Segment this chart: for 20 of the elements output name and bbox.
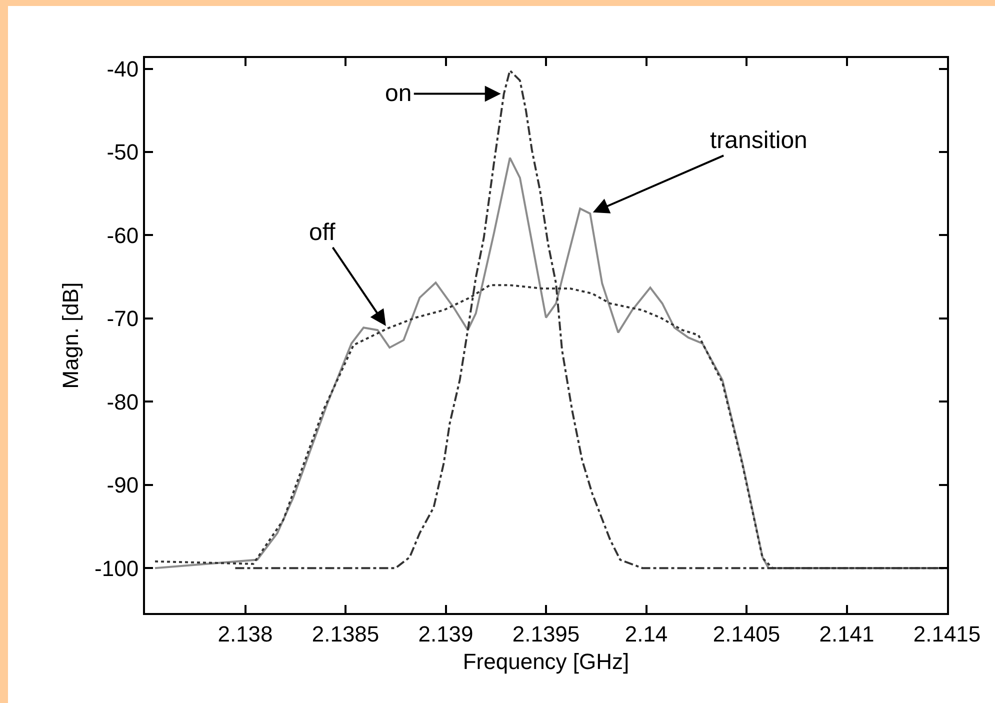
- x-tick-label: 2.1395: [512, 621, 580, 646]
- x-tick-label: 2.1415: [913, 621, 981, 646]
- y-tick-label: -70: [106, 306, 139, 332]
- y-tick-label: -100: [94, 556, 139, 581]
- x-tick-label: 2.141: [819, 621, 874, 646]
- y-tick-label: -90: [106, 472, 139, 498]
- x-tick-label: 2.1405: [712, 621, 780, 646]
- annotation: transition: [710, 127, 808, 154]
- y-tick-label: -50: [106, 140, 139, 165]
- x-tick-label: 2.14: [624, 621, 668, 646]
- x-tick-label: 2.139: [418, 621, 474, 646]
- annotation: on: [385, 80, 412, 107]
- y-tick-label: -80: [106, 389, 139, 414]
- x-tick-label: 2.1385: [312, 621, 380, 646]
- x-axis-title: Frequency [GHz]: [462, 648, 630, 674]
- x-tick-label: 2.138: [218, 621, 273, 646]
- annotation: off: [309, 219, 336, 246]
- y-axis-title: Magn. [dB]: [58, 282, 83, 389]
- y-tick-label: -60: [106, 222, 139, 248]
- y-tick-label: -40: [106, 56, 139, 82]
